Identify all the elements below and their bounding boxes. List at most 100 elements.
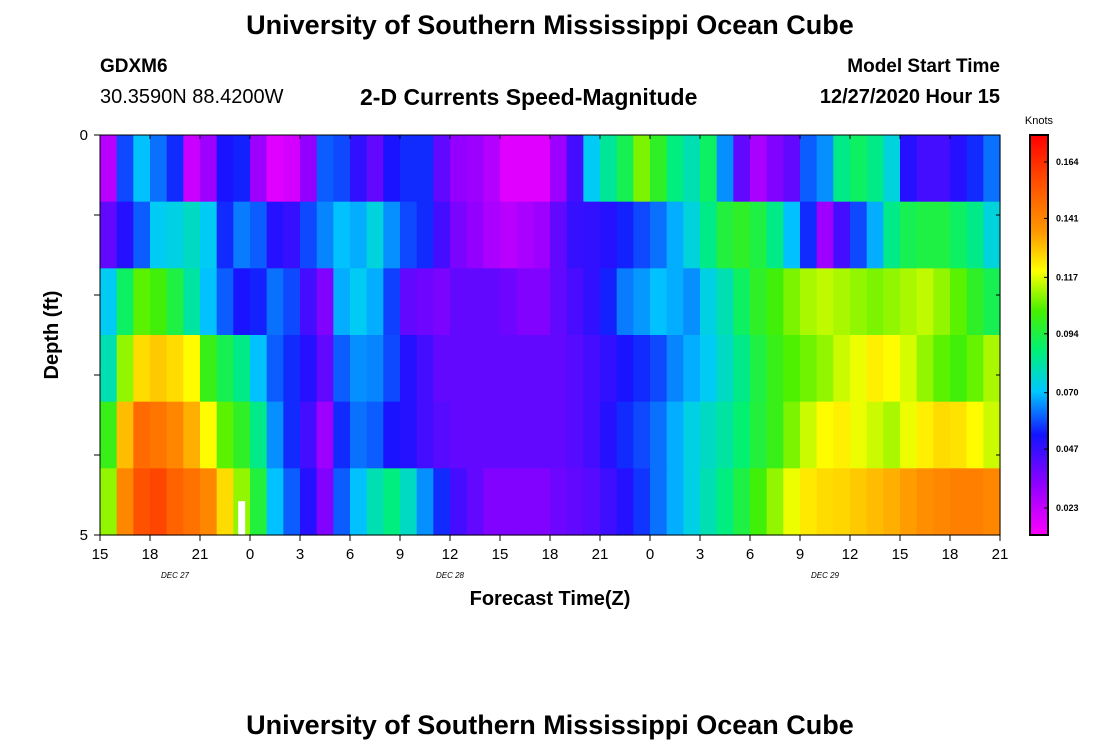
heatmap-cell — [433, 335, 451, 403]
heatmap-cell — [200, 468, 218, 536]
heatmap-cell — [400, 401, 418, 469]
heatmap-cell — [650, 401, 668, 469]
heatmap-cell — [750, 401, 768, 469]
heatmap-cell — [233, 401, 251, 469]
heatmap-cell — [866, 335, 884, 403]
heatmap-cell — [583, 401, 601, 469]
heatmap-cell — [883, 135, 901, 203]
heatmap-cell — [950, 268, 968, 336]
heatmap-cell — [583, 468, 601, 536]
heatmap-cell — [533, 268, 551, 336]
heatmap-cell — [216, 468, 234, 536]
heatmap-cell — [800, 335, 818, 403]
heatmap-cell — [650, 335, 668, 403]
heatmap-cell — [683, 135, 701, 203]
heatmap-cell — [616, 135, 634, 203]
heatmap-cell — [400, 268, 418, 336]
heatmap-cell — [166, 268, 184, 336]
heatmap-cell — [800, 468, 818, 536]
heatmap-cell — [416, 268, 434, 336]
heatmap-cell — [816, 268, 834, 336]
heatmap-cell — [316, 135, 334, 203]
heatmap-cell — [966, 401, 984, 469]
x-tick-label: 3 — [696, 546, 704, 563]
heatmap-cell — [483, 201, 501, 269]
footer-title: University of Southern Mississippi Ocean… — [246, 710, 854, 740]
heatmap-cell — [383, 135, 401, 203]
heatmap-cell — [650, 135, 668, 203]
heatmap-cell — [816, 135, 834, 203]
heatmap-cell — [800, 135, 818, 203]
heatmap-cell — [250, 135, 268, 203]
heatmap-cell — [783, 135, 801, 203]
heatmap-cell — [166, 201, 184, 269]
heatmap-cell — [616, 201, 634, 269]
heatmap-cell — [583, 268, 601, 336]
heatmap-cell — [733, 268, 751, 336]
heatmap-cell — [883, 335, 901, 403]
heatmap-cell — [333, 335, 351, 403]
heatmap-cell — [100, 468, 118, 536]
heatmap-cell — [300, 401, 318, 469]
heatmap-cell — [616, 401, 634, 469]
heatmap-cell — [483, 335, 501, 403]
heatmap-cell — [566, 468, 584, 536]
heatmap-cell — [350, 401, 368, 469]
heatmap-cell — [316, 401, 334, 469]
heatmap-cell — [250, 335, 268, 403]
heatmap-cell — [266, 335, 284, 403]
heatmap-cell — [900, 201, 918, 269]
heatmap-cell — [733, 468, 751, 536]
x-tick-label: 3 — [296, 546, 304, 563]
heatmap-cell — [700, 401, 718, 469]
heatmap-cell — [850, 135, 868, 203]
heatmap-cell — [550, 268, 568, 336]
heatmap-cell — [166, 401, 184, 469]
heatmap-cell — [183, 401, 201, 469]
colorbar-gradient — [1029, 134, 1049, 536]
date-label: DEC 29 — [811, 571, 840, 580]
colorbar-tick-label: 0.164 — [1056, 157, 1079, 167]
heatmap-cell — [316, 468, 334, 536]
station-coordinates: 30.3590N 88.4200W — [100, 86, 284, 108]
heatmap-cell — [883, 468, 901, 536]
heatmap-cell — [350, 268, 368, 336]
heatmap-cell — [700, 468, 718, 536]
heatmap-cell — [550, 135, 568, 203]
heatmap-cell — [816, 335, 834, 403]
heatmap-cell — [600, 468, 618, 536]
heatmap-cell — [900, 335, 918, 403]
heatmap-cell — [183, 468, 201, 536]
heatmap-cell — [600, 401, 618, 469]
heatmap-cell — [366, 401, 384, 469]
heatmap-cell — [550, 335, 568, 403]
heatmap-cell — [983, 201, 1001, 269]
heatmap-cell — [566, 201, 584, 269]
heatmap-cell — [966, 335, 984, 403]
heatmap-cell — [450, 201, 468, 269]
colorbar-tick-label: 0.094 — [1056, 329, 1079, 339]
x-axis-label: Forecast Time(Z) — [470, 588, 631, 610]
heatmap-cell — [166, 468, 184, 536]
heatmap-cell — [950, 468, 968, 536]
heatmap-cell — [783, 201, 801, 269]
heatmap-cell — [666, 335, 684, 403]
heatmap-cell — [266, 135, 284, 203]
heatmap-cell — [383, 268, 401, 336]
x-tick-label: 9 — [796, 546, 804, 563]
heatmap-cell — [683, 335, 701, 403]
heatmap-cell — [833, 268, 851, 336]
heatmap-cell — [166, 135, 184, 203]
heatmap-cell — [250, 468, 268, 536]
y-axis-label: Depth (ft) — [41, 291, 63, 380]
heatmap-cell — [900, 401, 918, 469]
heatmap-cell — [183, 135, 201, 203]
heatmap-cell — [716, 201, 734, 269]
colorbar: 0.023 0.047 0.070 0.094 0.117 0.141 0.164 — [1029, 134, 1079, 536]
x-tick-label: 15 — [92, 546, 109, 563]
heatmap-cell — [383, 335, 401, 403]
heatmap-cell — [750, 335, 768, 403]
heatmap-cell — [966, 201, 984, 269]
